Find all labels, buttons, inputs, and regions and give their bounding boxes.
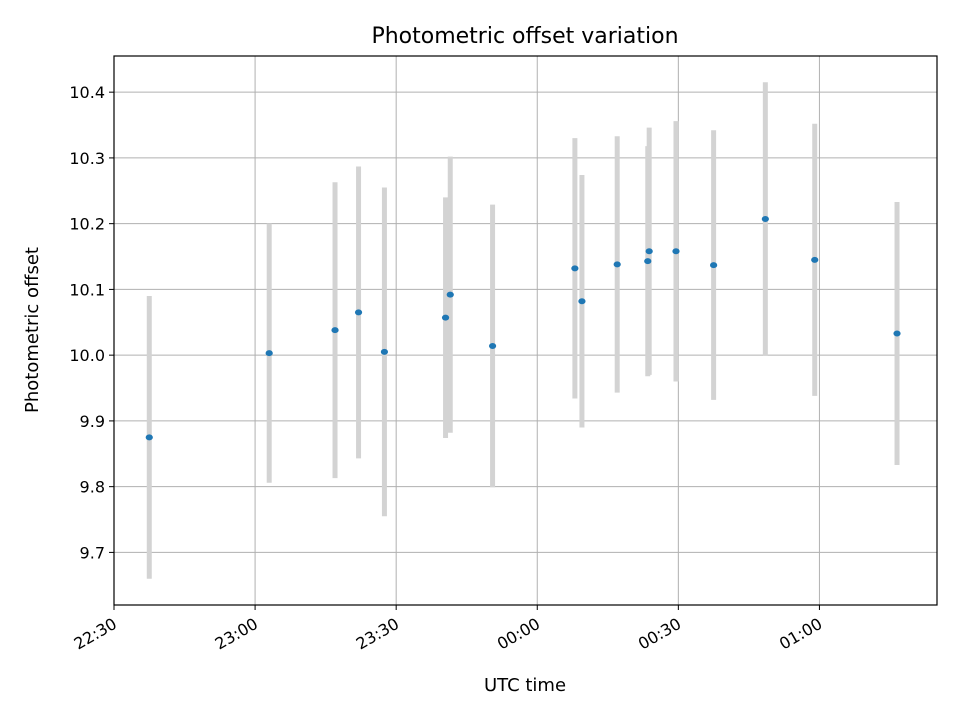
plot-frame — [113, 55, 938, 606]
y-tick-label: 10.0 — [69, 346, 105, 365]
data-point — [571, 265, 579, 272]
y-tick-label: 9.8 — [80, 478, 105, 497]
y-axis-ticks: 9.7 9.8 9.9 10.0 10.1 10.2 10.3 10.4 — [69, 83, 114, 562]
y-tick-label: 9.9 — [80, 412, 105, 431]
data-point — [672, 248, 680, 255]
x-axis-label: UTC time — [484, 675, 566, 696]
y-tick-label: 10.3 — [69, 149, 105, 168]
data-point — [644, 258, 652, 265]
data-point — [441, 314, 450, 321]
data-point — [354, 309, 363, 316]
data-point — [811, 256, 819, 263]
y-tick-label: 10.4 — [69, 83, 105, 102]
data-point — [145, 434, 153, 441]
data-point — [331, 327, 339, 334]
data-point — [893, 330, 901, 337]
data-point — [265, 350, 273, 357]
data-point — [761, 216, 769, 223]
y-tick-label: 9.7 — [80, 543, 105, 562]
data-points — [145, 216, 901, 441]
data-point — [488, 342, 497, 349]
y-tick-label: 10.1 — [69, 280, 105, 299]
data-point — [578, 298, 586, 305]
y-axis-label: Photometric offset — [22, 247, 43, 413]
data-point — [446, 291, 454, 298]
y-tick-label: 10.2 — [69, 215, 105, 234]
data-point — [380, 348, 389, 355]
chart-title: Photometric offset variation — [371, 24, 678, 49]
data-point — [613, 261, 621, 268]
data-point — [710, 262, 718, 269]
data-point — [645, 248, 653, 255]
grid-lines — [113, 56, 937, 605]
